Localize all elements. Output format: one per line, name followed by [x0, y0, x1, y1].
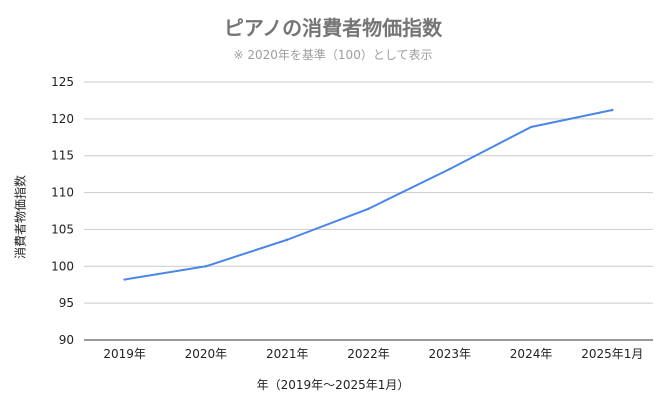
y-tick-label: 95 — [59, 296, 74, 310]
series-line — [124, 109, 613, 281]
chart-title: ピアノの消費者物価指数 — [223, 16, 443, 40]
data-point — [611, 108, 614, 112]
data-point — [286, 238, 289, 241]
data-point — [367, 207, 370, 210]
x-tick-label: 2022年 — [347, 347, 390, 361]
data-point — [529, 125, 533, 129]
y-tick-label: 110 — [51, 186, 74, 200]
x-tick-label: 2024年 — [510, 347, 553, 361]
x-tick-label: 2025年1月 — [581, 347, 643, 361]
x-tick-label: 2021年 — [266, 347, 309, 361]
data-point — [448, 167, 451, 171]
y-tick-label: 100 — [51, 259, 74, 273]
y-tick-label: 125 — [51, 75, 74, 89]
data-point — [123, 278, 126, 281]
x-axis-label: 年（2019年〜2025年1月） — [256, 378, 410, 392]
y-tick-label: 105 — [51, 222, 74, 236]
chart-subtitle: ※ 2020年を基準（100）として表示 — [233, 48, 433, 62]
y-tick-label: 115 — [51, 149, 74, 163]
y-tick-label: 120 — [51, 112, 74, 126]
y-tick-label: 90 — [59, 333, 74, 347]
x-tick-label: 2019年 — [103, 347, 146, 361]
data-point — [204, 265, 208, 268]
x-tick-label: 2020年 — [185, 347, 228, 361]
x-tick-label: 2023年 — [429, 347, 472, 361]
